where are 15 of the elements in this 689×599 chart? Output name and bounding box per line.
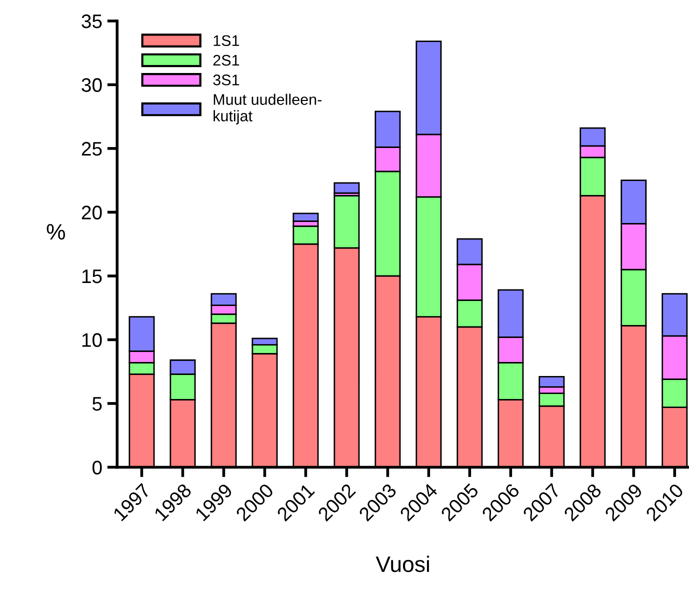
y-tick-label: 35 (82, 14, 102, 28)
y-tick-label: 10 (82, 333, 102, 347)
legend-label: Muut uudelleen- kutijat (214, 94, 322, 124)
y-tick-label: 5 (92, 397, 102, 411)
y-tick-label: 20 (82, 206, 102, 220)
y-tick-label: 30 (82, 78, 102, 92)
x-axis-title: Vuosi (376, 556, 429, 572)
y-tick-label: 15 (82, 270, 102, 284)
bar (334, 182, 360, 194)
legend-label: 1S1 (214, 35, 240, 46)
y-tick-label: 25 (82, 142, 102, 156)
legend-label: 3S1 (213, 74, 240, 86)
y-tick-label: 0 (92, 460, 102, 474)
y-axis-title: % (46, 224, 66, 240)
legend-label: 2S1 (213, 54, 240, 66)
